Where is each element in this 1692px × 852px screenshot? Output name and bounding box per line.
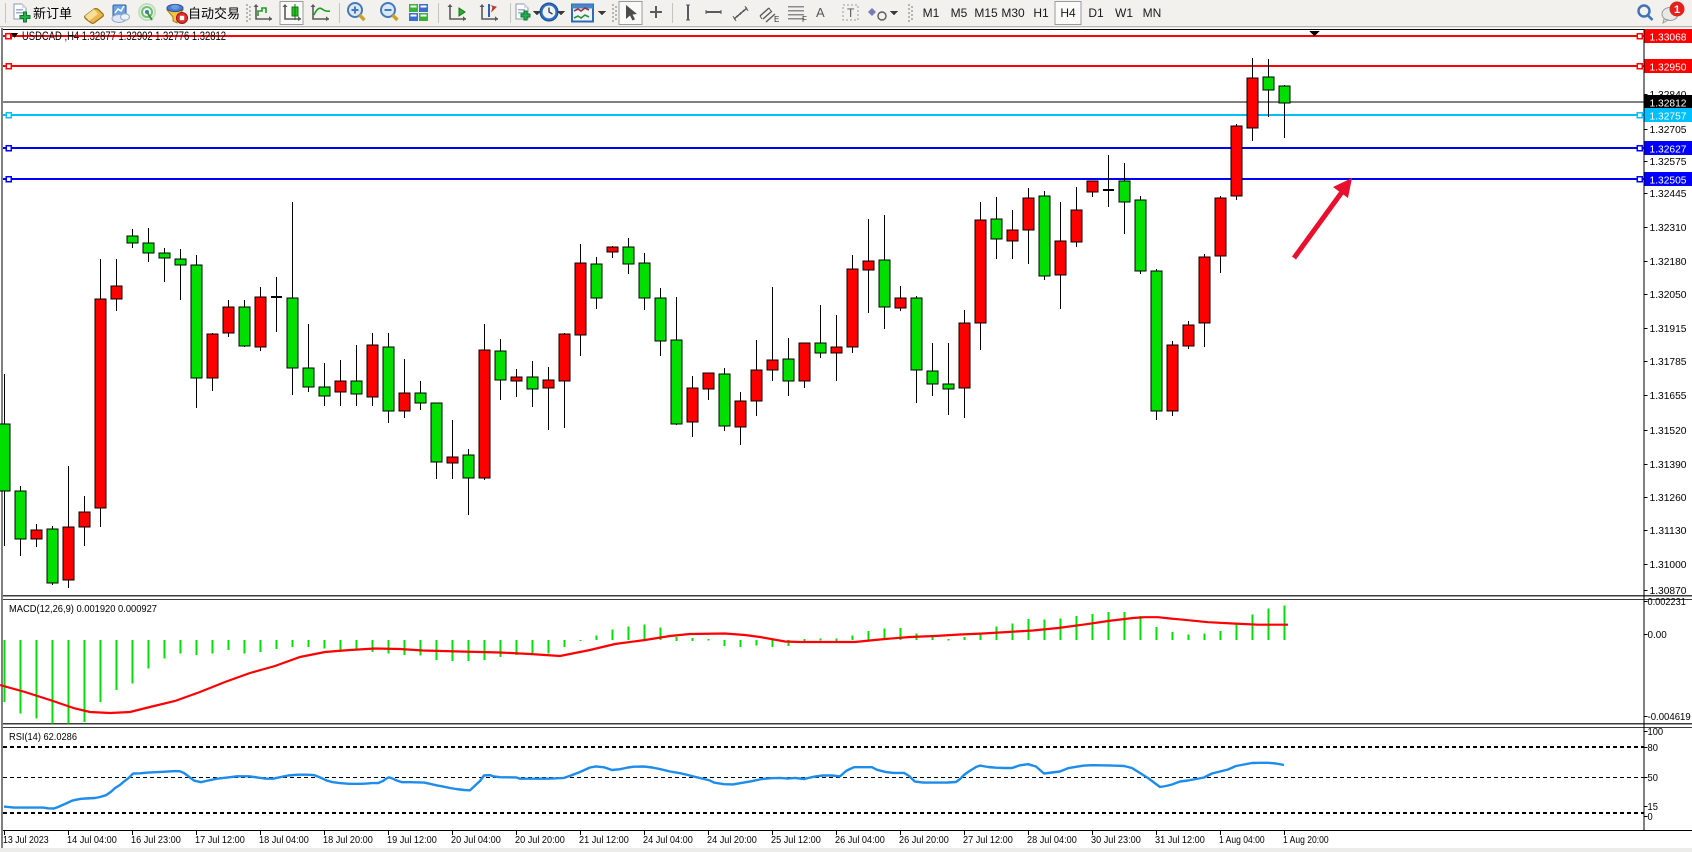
svg-text:H4: H4: [1060, 6, 1076, 20]
svg-text:26 Jul 04:00: 26 Jul 04:00: [835, 834, 885, 846]
svg-text:0.00: 0.00: [1648, 629, 1667, 641]
svg-text:1.30870: 1.30870: [1650, 585, 1687, 597]
svg-text:M1: M1: [923, 6, 940, 20]
svg-text:80: 80: [1648, 742, 1659, 754]
svg-text:19 Jul 12:00: 19 Jul 12:00: [387, 834, 437, 846]
svg-text:1.31520: 1.31520: [1650, 425, 1687, 437]
svg-text:100: 100: [1648, 726, 1664, 738]
svg-text:50: 50: [1648, 772, 1659, 784]
svg-text:自动交易: 自动交易: [188, 6, 240, 21]
svg-text:1.32627: 1.32627: [1650, 144, 1687, 156]
svg-text:H1: H1: [1033, 6, 1049, 20]
svg-text:A: A: [816, 5, 825, 20]
svg-text:0.002231: 0.002231: [1648, 596, 1687, 608]
svg-text:RSI(14) 62.0286: RSI(14) 62.0286: [9, 731, 77, 743]
svg-text:28 Jul 04:00: 28 Jul 04:00: [1027, 834, 1077, 846]
svg-text:1.32180: 1.32180: [1650, 256, 1687, 268]
svg-text:1.32950: 1.32950: [1650, 62, 1687, 74]
svg-text:MN: MN: [1143, 6, 1162, 20]
svg-text:1.32505: 1.32505: [1650, 175, 1687, 187]
svg-text:1.31000: 1.31000: [1650, 559, 1687, 571]
svg-text:F: F: [802, 15, 807, 24]
svg-text:20 Jul 04:00: 20 Jul 04:00: [451, 834, 501, 846]
svg-text:1 Aug 20:00: 1 Aug 20:00: [1283, 834, 1329, 846]
svg-text:14 Jul 04:00: 14 Jul 04:00: [67, 834, 117, 846]
svg-text:1.32757: 1.32757: [1650, 111, 1687, 123]
svg-text:24 Jul 20:00: 24 Jul 20:00: [707, 834, 757, 846]
svg-text:W1: W1: [1115, 6, 1133, 20]
svg-text:0: 0: [1648, 811, 1653, 823]
svg-text:25 Jul 12:00: 25 Jul 12:00: [771, 834, 821, 846]
svg-text:1.32575: 1.32575: [1650, 156, 1687, 168]
svg-text:USDCAD ,H4 1.32877 1.32902 1.: USDCAD ,H4 1.32877 1.32902 1.32776 1.328…: [22, 31, 226, 43]
svg-text:18 Jul 20:00: 18 Jul 20:00: [323, 834, 373, 846]
svg-text:1.31260: 1.31260: [1650, 492, 1687, 504]
svg-text:T: T: [847, 6, 855, 20]
svg-text:1.32705: 1.32705: [1650, 124, 1687, 136]
svg-text:1.32050: 1.32050: [1650, 289, 1687, 301]
svg-text:1.31915: 1.31915: [1650, 323, 1687, 335]
svg-text:18 Jul 04:00: 18 Jul 04:00: [259, 834, 309, 846]
svg-text:M15: M15: [974, 6, 998, 20]
svg-text:31 Jul 12:00: 31 Jul 12:00: [1155, 834, 1205, 846]
svg-text:1.31655: 1.31655: [1650, 390, 1687, 402]
svg-text:1.33068: 1.33068: [1650, 32, 1687, 44]
svg-text:13 Jul 2023: 13 Jul 2023: [3, 834, 49, 846]
svg-text:16 Jul 23:00: 16 Jul 23:00: [131, 834, 181, 846]
svg-text:1.32310: 1.32310: [1650, 222, 1687, 234]
svg-text:26 Jul 20:00: 26 Jul 20:00: [899, 834, 949, 846]
svg-text:17 Jul 12:00: 17 Jul 12:00: [195, 834, 245, 846]
svg-text:15: 15: [1648, 801, 1659, 813]
svg-text:1.32445: 1.32445: [1650, 188, 1687, 200]
svg-text:1: 1: [1674, 4, 1680, 16]
svg-text:E: E: [774, 15, 779, 24]
svg-text:新订单: 新订单: [33, 6, 72, 21]
svg-text:1.31390: 1.31390: [1650, 459, 1687, 471]
svg-text:-0.004619: -0.004619: [1648, 711, 1691, 723]
svg-text:1.31785: 1.31785: [1650, 356, 1687, 368]
svg-text:21 Jul 12:00: 21 Jul 12:00: [579, 834, 629, 846]
svg-text:MACD(12,26,9) 0.001920 0.00092: MACD(12,26,9) 0.001920 0.000927: [9, 603, 157, 615]
svg-text:M30: M30: [1001, 6, 1025, 20]
svg-text:20 Jul 20:00: 20 Jul 20:00: [515, 834, 565, 846]
svg-text:D1: D1: [1088, 6, 1104, 20]
svg-text:30 Jul 23:00: 30 Jul 23:00: [1091, 834, 1141, 846]
svg-text:M5: M5: [951, 6, 968, 20]
svg-text:27 Jul 12:00: 27 Jul 12:00: [963, 834, 1013, 846]
svg-text:24 Jul 04:00: 24 Jul 04:00: [643, 834, 693, 846]
svg-text:1 Aug 04:00: 1 Aug 04:00: [1219, 834, 1265, 846]
svg-text:1.32812: 1.32812: [1650, 98, 1687, 110]
svg-text:1.31130: 1.31130: [1650, 525, 1687, 537]
